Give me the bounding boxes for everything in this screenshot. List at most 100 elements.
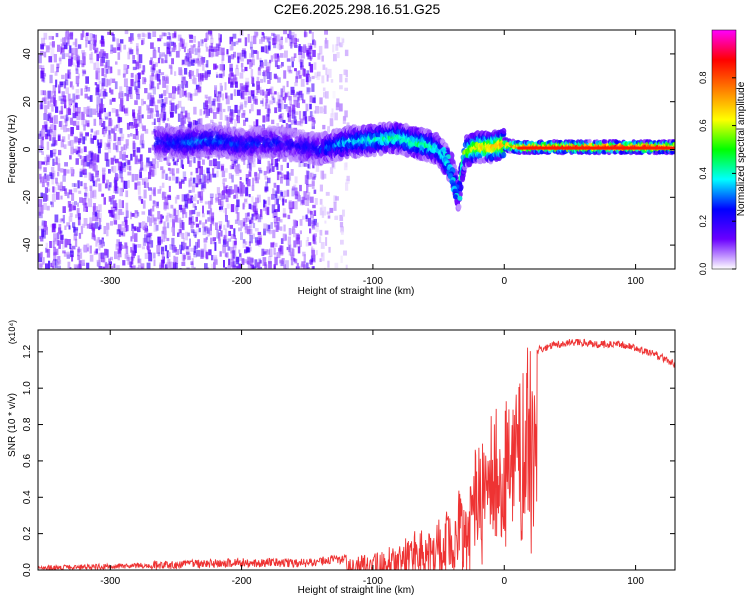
noise-cell: [85, 269, 88, 276]
noise-cell: [310, 197, 314, 203]
noise-cell: [223, 71, 225, 77]
noise-cell: [57, 45, 60, 52]
noise-cell: [93, 203, 96, 210]
noise-cell: [324, 221, 326, 224]
noise-cell: [303, 44, 306, 53]
noise-cell: [315, 106, 319, 114]
noise-cell: [190, 94, 192, 101]
noise-cell: [269, 248, 272, 257]
noise-cell: [49, 241, 52, 248]
noise-cell: [157, 83, 159, 89]
noise-cell: [204, 227, 206, 232]
noise-cell: [186, 267, 189, 274]
noise-cell: [43, 176, 47, 183]
noise-cell: [190, 70, 194, 74]
noise-cell: [334, 202, 337, 211]
noise-cell: [152, 169, 155, 178]
noise-cell: [107, 249, 109, 257]
noise-cell: [121, 147, 124, 152]
noise-cell: [60, 39, 63, 42]
noise-cell: [328, 247, 330, 253]
noise-cell: [240, 73, 244, 79]
noise-cell: [267, 80, 271, 84]
noise-cell: [340, 240, 344, 245]
noise-cell: [253, 36, 256, 45]
noise-cell: [114, 186, 117, 191]
noise-cell: [134, 82, 136, 91]
noise-cell: [136, 43, 139, 51]
noise-cell: [141, 267, 144, 276]
noise-cell: [75, 146, 78, 151]
noise-cell: [213, 159, 217, 166]
noise-cell: [141, 124, 144, 129]
noise-cell: [122, 227, 125, 232]
noise-cell: [293, 114, 297, 121]
noise-cell: [244, 198, 248, 204]
noise-cell: [95, 239, 97, 246]
noise-cell: [81, 33, 84, 40]
noise-cell: [221, 60, 223, 64]
noise-cell: [192, 197, 194, 201]
noise-cell: [68, 109, 71, 116]
noise-cell: [119, 199, 121, 208]
noise-cell: [121, 137, 124, 141]
noise-cell: [102, 78, 106, 86]
noise-cell: [136, 154, 138, 160]
noise-cell: [148, 172, 151, 179]
noise-cell: [271, 222, 274, 229]
noise-cell: [314, 62, 317, 70]
noise-cell: [95, 212, 97, 217]
noise-cell: [82, 224, 86, 228]
noise-cell: [111, 166, 113, 171]
noise-cell: [214, 259, 218, 265]
noise-cell: [259, 170, 262, 173]
noise-cell: [150, 209, 152, 217]
noise-cell: [77, 107, 81, 114]
noise-cell: [80, 134, 83, 137]
noise-cell: [80, 172, 83, 178]
noise-cell: [257, 109, 261, 115]
noise-cell: [52, 41, 55, 48]
noise-cell: [288, 237, 291, 245]
noise-cell: [285, 37, 288, 42]
noise-cell: [112, 34, 115, 42]
noise-cell: [286, 107, 289, 111]
noise-cell: [182, 44, 185, 49]
noise-cell: [146, 229, 149, 237]
noise-cell: [211, 43, 213, 48]
noise-cell: [321, 242, 325, 249]
noise-cell: [276, 163, 278, 170]
noise-cell: [309, 30, 312, 33]
noise-cell: [299, 240, 302, 247]
noise-cell: [50, 175, 52, 179]
noise-cell: [130, 133, 133, 137]
noise-cell: [166, 216, 169, 222]
noise-cell: [346, 265, 348, 271]
noise-cell: [151, 73, 154, 77]
noise-cell: [291, 57, 295, 62]
noise-cell: [127, 172, 131, 176]
noise-cell: [88, 41, 91, 45]
noise-cell: [133, 112, 136, 118]
noise-cell: [140, 135, 142, 143]
noise-cell: [70, 120, 73, 123]
noise-cell: [44, 33, 48, 40]
noise-cell: [157, 100, 161, 104]
noise-cell: [164, 33, 167, 36]
noise-cell: [218, 103, 222, 112]
noise-cell: [92, 227, 94, 233]
noise-cell: [219, 221, 223, 224]
noise-cell: [300, 219, 303, 226]
noise-cell: [280, 65, 282, 68]
noise-cell: [287, 81, 289, 87]
noise-cell: [158, 252, 160, 256]
noise-cell: [188, 180, 190, 187]
noise-cell: [255, 172, 258, 181]
noise-cell: [41, 229, 44, 237]
noise-cell: [55, 238, 59, 245]
noise-cell: [247, 229, 250, 234]
noise-cell: [252, 178, 254, 186]
noise-cell: [193, 93, 197, 96]
noise-cell: [114, 125, 117, 128]
